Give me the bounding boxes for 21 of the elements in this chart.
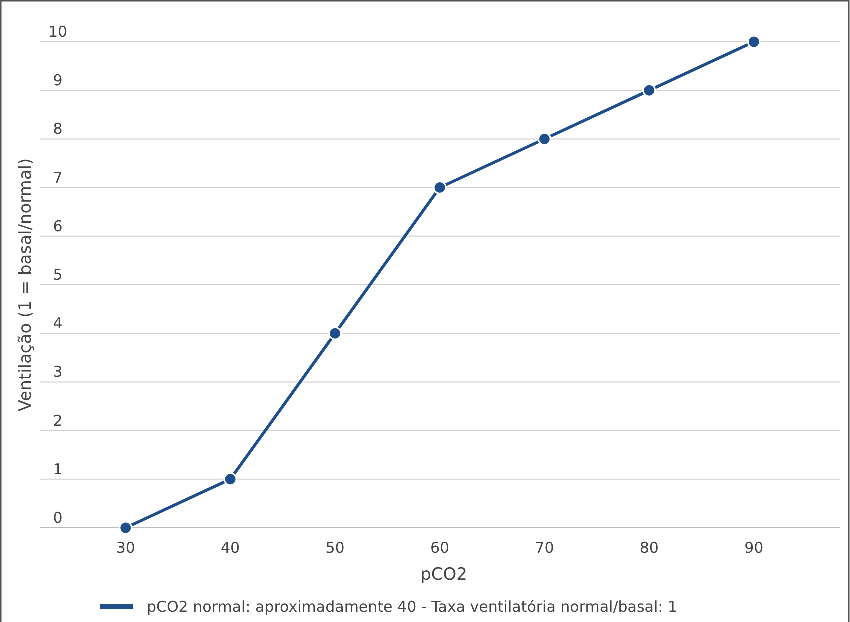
y-tick-label: 8: [53, 120, 63, 138]
x-axis-title: pCO2: [420, 565, 468, 585]
x-tick-label: 40: [221, 539, 240, 557]
x-tick-label: 70: [535, 539, 554, 557]
y-tick-label: 1: [53, 460, 63, 478]
x-tick-label: 60: [430, 539, 450, 557]
x-tick-label: 30: [116, 539, 136, 557]
x-tick-label: 80: [640, 539, 659, 557]
y-tick-label: 2: [53, 412, 63, 430]
x-tick-label: 90: [744, 539, 764, 557]
y-tick-label: 3: [53, 363, 63, 382]
legend-label: pCO2 normal: aproximadamente 40 - Taxa ventilatória normal/basal: 1: [147, 598, 678, 616]
y-tick-label: 0: [53, 509, 63, 527]
y-tick-label: 5: [53, 266, 63, 284]
y-tick-label: 4: [53, 314, 63, 333]
y-axis-title: Ventilação (1 = basal/normal): [16, 158, 36, 412]
x-tick-label: 50: [326, 539, 345, 557]
y-tick-label: 7: [53, 168, 63, 187]
y-tick-label: 9: [53, 72, 63, 90]
y-tick-label: 6: [53, 217, 63, 236]
y-tick-label: 10: [48, 23, 68, 41]
